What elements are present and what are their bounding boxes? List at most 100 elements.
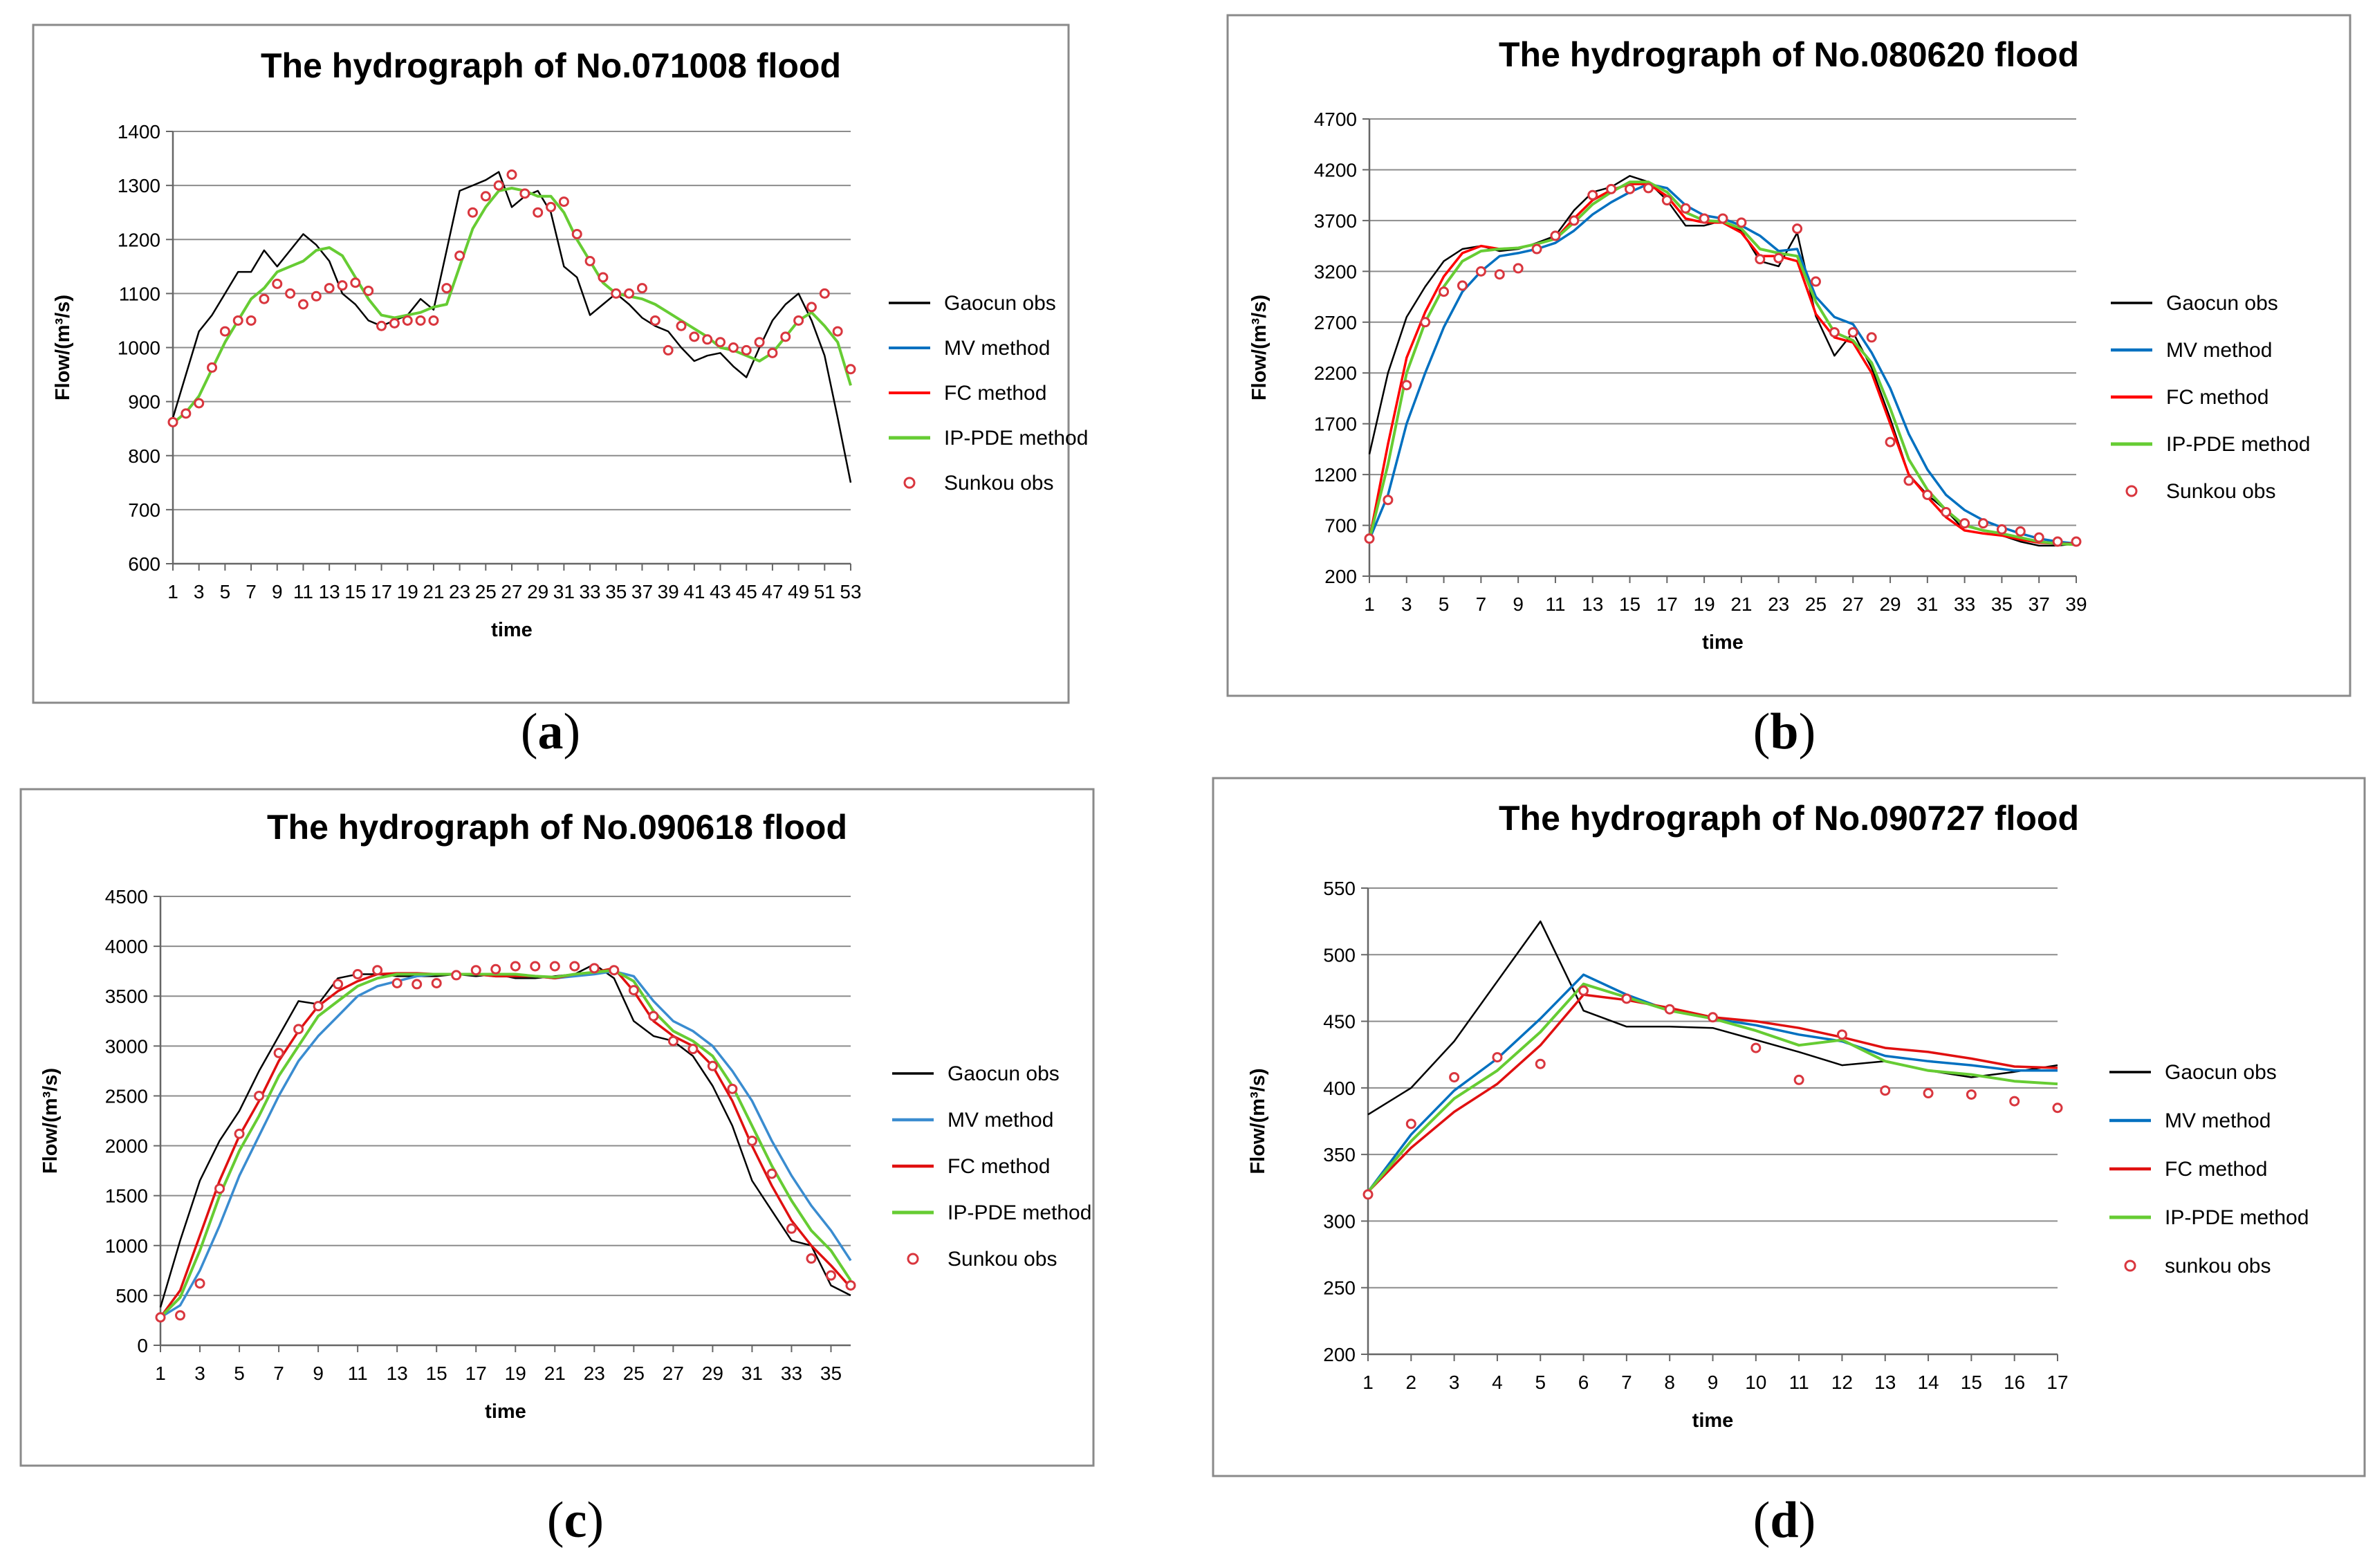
data-point: [1836, 1029, 1847, 1040]
data-point: [1587, 190, 1598, 201]
y-tick-label: 1200: [118, 229, 160, 250]
data-point: [1362, 1189, 1374, 1200]
x-tick-label: 27: [501, 581, 522, 602]
y-tick-label: 700: [1324, 515, 1357, 537]
data-point: [1773, 252, 1784, 264]
data-point: [628, 985, 639, 996]
x-tick-label: 5: [1535, 1372, 1546, 1393]
x-tick-label: 14: [1917, 1372, 1939, 1393]
data-point: [1578, 985, 1589, 996]
data-point: [352, 968, 363, 979]
x-tick-label: 31: [1916, 593, 1938, 615]
x-tick-label: 53: [840, 581, 861, 602]
data-point: [1457, 280, 1468, 291]
data-point: [234, 1128, 245, 1139]
x-tick-label: 19: [1694, 593, 1715, 615]
data-point: [780, 331, 791, 342]
x-tick-label: 25: [1805, 593, 1827, 615]
y-tick-label: 3200: [1314, 261, 1357, 282]
y-tick-label: 1000: [118, 338, 160, 359]
y-tick-label: 2200: [1314, 362, 1357, 384]
chart-frame: [1212, 777, 2366, 1477]
data-point: [1829, 326, 1840, 338]
data-point: [558, 196, 569, 207]
data-point: [1475, 266, 1486, 277]
data-point: [246, 315, 257, 326]
chart-frame: [19, 788, 1095, 1467]
x-tick-label: 27: [1842, 593, 1864, 615]
y-tick-label: 900: [128, 391, 160, 413]
data-point: [1885, 436, 1896, 448]
x-tick-label: 15: [344, 581, 366, 602]
legend-label: sunkou obs: [2165, 1255, 2271, 1278]
data-point: [454, 250, 465, 261]
data-point: [1664, 1004, 1675, 1015]
data-point: [598, 272, 609, 283]
x-tick-label: 2: [1406, 1372, 1417, 1393]
data-point: [1449, 1071, 1460, 1082]
data-point: [1364, 533, 1375, 544]
y-axis-label: Flow/(m³/s): [1247, 1068, 1269, 1174]
legend-label: IP-PDE method: [944, 427, 1088, 450]
x-tick-label: 31: [741, 1363, 763, 1384]
data-point: [1866, 332, 1877, 343]
data-point: [2009, 1096, 2020, 1107]
data-point: [754, 337, 765, 348]
legend-marker: [907, 1253, 919, 1265]
data-point: [480, 191, 491, 202]
data-point: [1439, 286, 1450, 297]
data-point: [533, 207, 544, 218]
data-point: [470, 965, 481, 976]
data-point: [167, 416, 178, 427]
y-axis-label: Flow/(m³/s): [1248, 295, 1270, 400]
x-tick-label: 17: [2046, 1372, 2068, 1393]
data-point: [451, 970, 462, 981]
chart-b: The hydrograph of No.080620 flood 200 700 1…: [1226, 14, 2351, 760]
data-point: [1699, 213, 1710, 224]
y-tick-label: 700: [128, 499, 160, 521]
x-tick-label: 17: [371, 581, 392, 602]
panel-caption: (c): [547, 1492, 604, 1549]
panel-caption: (b): [1753, 703, 1815, 760]
data-point: [609, 965, 620, 976]
y-tick-label: 500: [115, 1285, 148, 1307]
data-point: [333, 979, 344, 990]
data-point: [767, 347, 778, 358]
data-point: [636, 283, 647, 294]
data-point: [786, 1223, 797, 1234]
legend-label: FC method: [2165, 1158, 2267, 1181]
data-point: [1643, 183, 1654, 194]
x-axis-label: time: [485, 1401, 526, 1423]
data-point: [1755, 254, 1766, 265]
x-tick-label: 7: [1476, 593, 1487, 615]
data-point: [259, 293, 270, 304]
x-tick-label: 17: [1656, 593, 1678, 615]
data-point: [1405, 1118, 1416, 1129]
data-point: [207, 362, 218, 373]
x-tick-label: 11: [1545, 593, 1565, 615]
data-point: [667, 1035, 678, 1046]
x-axis-label: time: [1702, 631, 1744, 654]
chart-a: The hydrograph of No.071008 flood 600 700 8…: [32, 24, 1088, 760]
x-tick-label: 39: [2065, 593, 2087, 615]
y-tick-label: 400: [1323, 1078, 1356, 1099]
legend-label: Sunkou obs: [2166, 480, 2275, 503]
data-point: [687, 1044, 699, 1055]
y-axis-label: Flow/(m³/s): [52, 295, 74, 400]
x-tick-label: 9: [1708, 1372, 1719, 1393]
data-point: [806, 302, 817, 313]
x-tick-label: 3: [194, 581, 205, 602]
x-tick-label: 1: [167, 581, 178, 602]
x-tick-label: 47: [761, 581, 783, 602]
y-tick-label: 1100: [119, 283, 160, 304]
legend-marker: [2124, 1260, 2136, 1272]
x-tick-label: 23: [449, 581, 470, 602]
data-point: [506, 169, 517, 180]
data-point: [819, 288, 830, 299]
y-tick-label: 2000: [105, 1136, 148, 1157]
x-tick-label: 29: [527, 581, 548, 602]
y-tick-label: 4700: [1314, 109, 1357, 130]
x-tick-label: 29: [702, 1363, 723, 1384]
data-point: [313, 1001, 324, 1012]
x-tick-label: 37: [631, 581, 653, 602]
